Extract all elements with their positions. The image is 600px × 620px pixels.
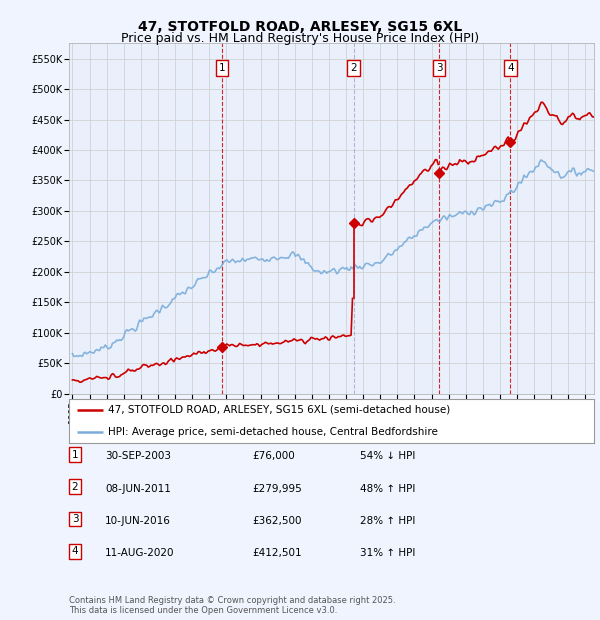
Text: 4: 4: [507, 63, 514, 73]
Text: 08-JUN-2011: 08-JUN-2011: [105, 484, 171, 494]
Text: HPI: Average price, semi-detached house, Central Bedfordshire: HPI: Average price, semi-detached house,…: [109, 427, 438, 437]
Text: 2: 2: [71, 482, 79, 492]
Text: £279,995: £279,995: [252, 484, 302, 494]
Text: 3: 3: [71, 514, 79, 524]
Text: 28% ↑ HPI: 28% ↑ HPI: [360, 516, 415, 526]
Text: 30-SEP-2003: 30-SEP-2003: [105, 451, 171, 461]
Text: 1: 1: [219, 63, 226, 73]
Text: 47, STOTFOLD ROAD, ARLESEY, SG15 6XL (semi-detached house): 47, STOTFOLD ROAD, ARLESEY, SG15 6XL (se…: [109, 405, 451, 415]
Text: 11-AUG-2020: 11-AUG-2020: [105, 548, 175, 558]
Text: £76,000: £76,000: [252, 451, 295, 461]
Text: 54% ↓ HPI: 54% ↓ HPI: [360, 451, 415, 461]
Text: Price paid vs. HM Land Registry's House Price Index (HPI): Price paid vs. HM Land Registry's House …: [121, 32, 479, 45]
Text: 31% ↑ HPI: 31% ↑ HPI: [360, 548, 415, 558]
Text: Contains HM Land Registry data © Crown copyright and database right 2025.
This d: Contains HM Land Registry data © Crown c…: [69, 596, 395, 615]
Text: 48% ↑ HPI: 48% ↑ HPI: [360, 484, 415, 494]
Text: 2: 2: [350, 63, 357, 73]
Text: 10-JUN-2016: 10-JUN-2016: [105, 516, 171, 526]
Text: 3: 3: [436, 63, 442, 73]
Text: 4: 4: [71, 546, 79, 556]
Text: £362,500: £362,500: [252, 516, 302, 526]
Text: £412,501: £412,501: [252, 548, 302, 558]
Text: 1: 1: [71, 450, 79, 459]
Text: 47, STOTFOLD ROAD, ARLESEY, SG15 6XL: 47, STOTFOLD ROAD, ARLESEY, SG15 6XL: [138, 20, 462, 34]
